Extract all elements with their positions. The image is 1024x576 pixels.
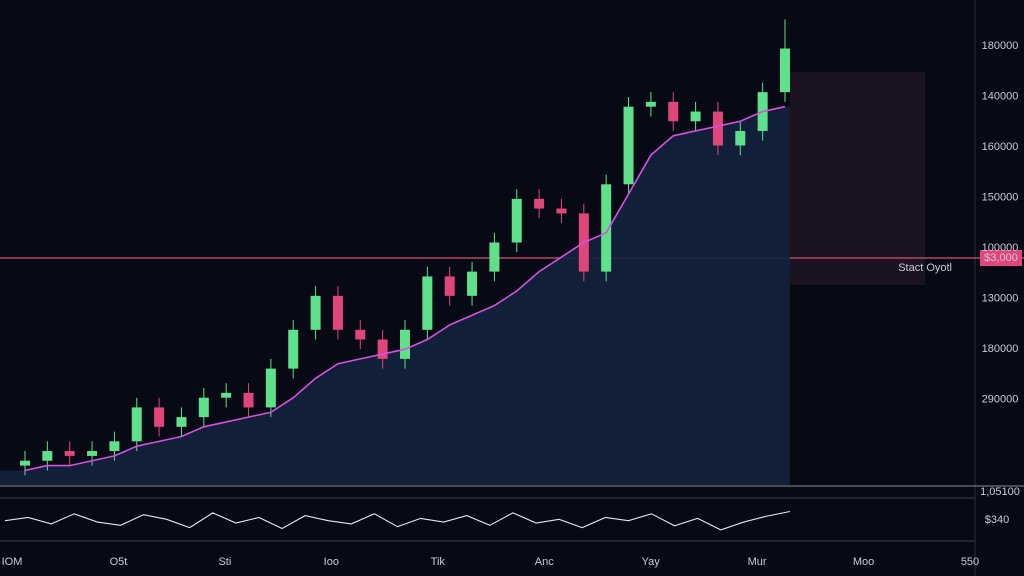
x-axis-label: Sti xyxy=(218,556,231,568)
price-axis-label: 290000 xyxy=(982,393,1019,405)
x-axis-label: Moo xyxy=(853,556,874,568)
candle-body xyxy=(332,295,343,330)
candle-body xyxy=(511,198,522,243)
candle-body xyxy=(20,460,30,466)
candle-body xyxy=(42,451,53,461)
candle-body xyxy=(154,407,165,427)
level-price-box xyxy=(980,250,1022,266)
price-axis-label: 180000 xyxy=(982,40,1019,52)
x-axis-label: O5t xyxy=(110,556,128,568)
candle-body xyxy=(400,329,410,359)
x-axis-label: Ioo xyxy=(324,556,339,568)
candle-body xyxy=(64,451,75,456)
candle-body xyxy=(176,417,187,427)
candle-body xyxy=(489,242,500,272)
price-axis-label: 140000 xyxy=(982,90,1019,102)
candle-body xyxy=(780,48,790,93)
candle-body xyxy=(87,451,98,456)
x-axis-label: IOM xyxy=(2,556,23,568)
x-axis-label: Yay xyxy=(642,556,661,568)
price-axis-label: 160000 xyxy=(982,141,1019,153)
highlight-zone xyxy=(790,72,925,285)
oscillator-line xyxy=(4,510,791,531)
moving-average xyxy=(24,105,786,472)
candle-body xyxy=(623,106,634,185)
x-axis-label: Anc xyxy=(535,556,554,568)
candle-body xyxy=(109,441,120,452)
ma-area xyxy=(0,106,790,485)
price-axis-label: 180000 xyxy=(982,343,1019,355)
candle-body xyxy=(534,198,545,209)
candle-body xyxy=(467,271,478,296)
level-text: Stact Oyotl xyxy=(898,262,952,274)
price-axis-label: 130000 xyxy=(982,292,1019,304)
candle-body xyxy=(735,130,746,146)
x-axis-label: Tik xyxy=(431,556,446,568)
candle-body xyxy=(243,392,254,408)
oscillator-value-label: $340 xyxy=(985,514,1009,526)
candle-body xyxy=(444,276,455,296)
candle-body xyxy=(288,329,299,369)
candle-body xyxy=(310,295,321,330)
candle-body xyxy=(131,407,142,442)
candle-body xyxy=(556,208,567,214)
candle-body xyxy=(712,111,723,146)
candle-body xyxy=(645,101,656,107)
price-axis-label: 150000 xyxy=(982,191,1019,203)
candle-body xyxy=(198,397,209,418)
oscillator-top-label: 1,05100 xyxy=(980,486,1020,498)
x-axis-label: 550 xyxy=(961,556,979,568)
price-axis-label: 100000 xyxy=(982,242,1019,254)
candle-body xyxy=(377,339,388,359)
candle-body xyxy=(668,101,679,122)
candle-body xyxy=(690,111,701,122)
candle-body xyxy=(422,276,433,330)
level-price: $3,000 xyxy=(984,252,1018,264)
candle-body xyxy=(221,392,232,398)
candle-body xyxy=(265,368,276,408)
candle-body xyxy=(601,184,612,272)
x-axis-label: Mur xyxy=(748,556,767,568)
candle-body xyxy=(355,329,366,340)
